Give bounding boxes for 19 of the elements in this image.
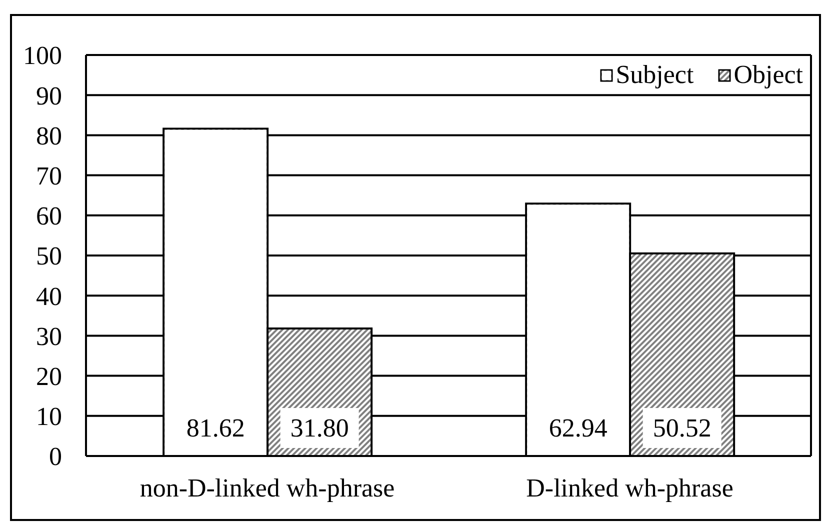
- y-tick-label: 10: [36, 402, 62, 432]
- y-tick-label: 100: [23, 41, 62, 70]
- y-tick-label: 20: [36, 362, 62, 392]
- data-label: 62.94: [548, 414, 608, 442]
- y-tick-label: 80: [36, 121, 62, 150]
- y-tick-label: 40: [36, 282, 62, 311]
- y-tick-label: 60: [36, 202, 62, 231]
- data-label: 50.52: [652, 414, 712, 442]
- legend-label: Object: [734, 60, 803, 90]
- x-tick-label: D-linked wh-phrase: [526, 473, 734, 502]
- y-tick-label: 70: [36, 162, 62, 191]
- legend-label: Subject: [616, 60, 694, 90]
- y-tick-label: 50: [36, 242, 62, 271]
- y-tick-label: 90: [36, 81, 62, 110]
- y-tick-label: 30: [36, 322, 62, 351]
- x-tick-label: non-D-linked wh-phrase: [140, 473, 395, 502]
- data-label: 81.62: [186, 414, 245, 442]
- y-tick-label: 0: [49, 442, 62, 472]
- data-label: 31.80: [290, 414, 349, 442]
